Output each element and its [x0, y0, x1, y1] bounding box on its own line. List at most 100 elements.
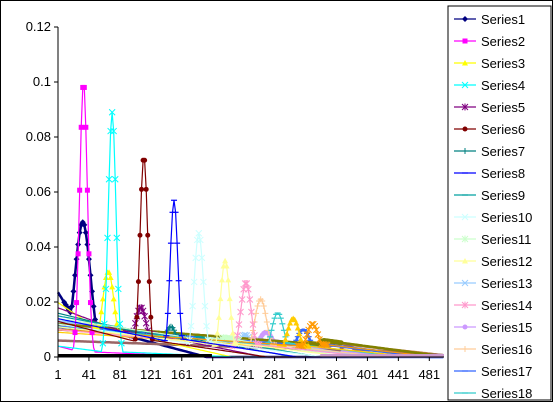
marker-circle — [462, 324, 468, 330]
x-tick-label: 1 — [54, 367, 61, 382]
marker-star — [461, 235, 469, 243]
marker-star — [461, 301, 469, 309]
marker-star — [251, 331, 258, 339]
marker-diamond — [84, 241, 91, 248]
marker-plus — [462, 346, 468, 352]
marker-x — [323, 341, 331, 349]
y-tick-label: 0 — [44, 349, 51, 364]
marker-x — [113, 234, 121, 242]
marker-triangle — [294, 324, 301, 331]
marker-triangle — [296, 330, 303, 337]
marker-triangle — [225, 276, 232, 283]
marker-x — [313, 326, 320, 334]
marker-triangle — [98, 308, 105, 315]
marker-x — [190, 278, 198, 286]
marker-x — [189, 302, 196, 310]
x-tick-label: 41 — [82, 367, 96, 382]
marker-star — [234, 331, 241, 339]
marker-x — [104, 234, 111, 242]
marker-x — [308, 320, 316, 328]
marker-plus — [462, 148, 468, 154]
marker-x — [108, 108, 116, 116]
legend-label: Series17 — [481, 364, 532, 379]
marker-triangle — [218, 276, 225, 283]
legend-label: Series1 — [481, 12, 525, 27]
marker-square — [89, 330, 95, 336]
marker-triangle — [112, 308, 119, 315]
legend-item: Series16 — [454, 342, 532, 357]
marker-star — [139, 307, 147, 315]
marker-plus — [262, 310, 269, 317]
legend-label: Series13 — [481, 276, 532, 291]
legend-label: Series15 — [481, 320, 532, 335]
x-tick-label: 161 — [171, 367, 193, 382]
marker-star — [142, 319, 150, 327]
marker-diamond — [87, 272, 94, 279]
marker-circle — [146, 279, 152, 285]
marker-x — [314, 331, 322, 338]
legend-label: Series6 — [481, 122, 525, 137]
marker-x — [105, 175, 113, 183]
marker-star — [132, 319, 139, 327]
marker-x — [195, 229, 203, 237]
marker-x — [114, 285, 122, 293]
legend-label: Series3 — [481, 56, 525, 71]
marker-square — [75, 251, 81, 257]
marker-star — [248, 308, 255, 316]
marker-star — [244, 285, 252, 293]
marker-triangle — [223, 262, 230, 269]
legend-item: Series3 — [454, 56, 525, 71]
axis-layer: 0 0.02 0.04 0.06 0.08 0.1 0.12 1 41 81 121 161 201 24… — [26, 19, 444, 382]
x-tick-label: 321 — [295, 367, 317, 382]
marker-x — [99, 339, 107, 347]
legend-label: Series11 — [481, 232, 531, 247]
marker-triangle — [282, 336, 289, 342]
marker-x — [303, 331, 311, 338]
legend-item: Series2 — [454, 34, 525, 49]
marker-star — [243, 280, 251, 288]
legend-label: Series5 — [481, 100, 525, 115]
zero-baseline-band — [58, 354, 212, 357]
x-tick-label: 361 — [326, 367, 348, 382]
marker-x — [102, 285, 110, 293]
y-tick-label: 0.1 — [33, 74, 51, 89]
legend-item: Series14 — [454, 298, 532, 313]
marker-circle — [135, 279, 141, 285]
marker-triangle — [229, 329, 236, 336]
marker-diamond — [72, 272, 79, 279]
marker-triangle — [109, 283, 116, 290]
marker-star — [141, 312, 148, 320]
marker-star — [235, 321, 243, 329]
x-tick-label: 401 — [357, 367, 379, 382]
marker-square — [86, 251, 92, 257]
legend-item: Series7 — [454, 144, 525, 159]
marker-diamond — [68, 303, 75, 310]
marker-square — [77, 187, 83, 193]
legend-label: Series14 — [481, 298, 532, 313]
legend-item: Series1 — [454, 12, 525, 27]
marker-circle — [462, 126, 468, 132]
legend-item: Series9 — [454, 188, 525, 203]
marker-triangle — [99, 295, 106, 302]
marker-square — [83, 124, 89, 130]
marker-circle — [132, 336, 138, 342]
marker-x — [192, 254, 200, 262]
marker-plus — [254, 303, 261, 310]
legend: Series1 Series2 Series3 Series4 Series5 Serie… — [447, 5, 552, 401]
legend-label: Series10 — [481, 210, 532, 225]
marker-diamond — [70, 288, 77, 295]
marker-star — [246, 295, 254, 303]
marker-x — [305, 326, 312, 334]
marker-x — [118, 339, 125, 347]
marker-square — [81, 84, 87, 90]
y-tick-label: 0.04 — [26, 239, 51, 254]
legend-item: Series10 — [454, 210, 532, 225]
legend-label: Series8 — [481, 166, 525, 181]
marker-triangle — [214, 329, 221, 336]
marker-plus — [259, 298, 266, 305]
marker-x — [300, 340, 308, 348]
marker-triangle — [283, 330, 290, 337]
marker-x — [461, 81, 469, 89]
y-tick-label: 0.06 — [26, 184, 51, 199]
